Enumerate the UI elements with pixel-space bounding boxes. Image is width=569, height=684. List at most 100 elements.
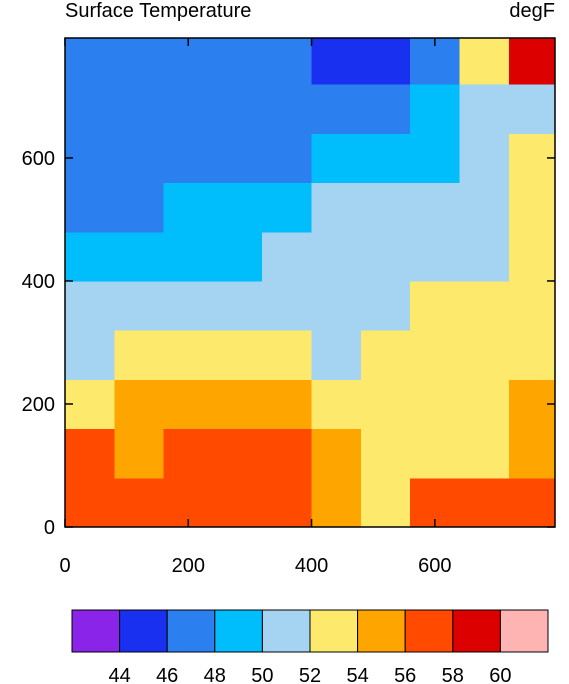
contour-cell — [360, 379, 411, 430]
colorbar-box — [119, 609, 168, 653]
contour-cell — [360, 330, 411, 380]
colorbar-box — [357, 609, 406, 653]
contour-cell — [212, 477, 263, 528]
contour-cell — [114, 84, 165, 134]
contour-cell — [508, 182, 556, 233]
contour-cell — [212, 84, 263, 134]
contour-cell — [459, 477, 510, 528]
x-tick-label: 200 — [172, 555, 205, 577]
y-tick-label: 400 — [22, 271, 55, 293]
contour-cell — [212, 379, 263, 430]
contour-cell — [508, 280, 556, 331]
contour-cell — [114, 477, 165, 528]
colorbar-label: 46 — [156, 665, 178, 684]
contour-cell — [114, 379, 165, 430]
contour-cell — [163, 379, 214, 430]
contour-cell — [410, 231, 460, 282]
colorbar-box — [499, 609, 549, 653]
chart-title: Surface Temperature — [65, 0, 251, 22]
colorbar-box — [309, 609, 359, 653]
contour-cell — [459, 330, 510, 380]
contour-cell — [65, 182, 115, 233]
contour-cell — [360, 133, 411, 184]
y-tick-label: 0 — [44, 517, 55, 539]
contour-cell — [459, 38, 510, 85]
contour-cell — [114, 231, 165, 282]
contour-cell — [262, 379, 313, 430]
colorbar-box — [404, 609, 454, 653]
contour-cell — [311, 280, 362, 331]
contour-cell — [360, 38, 411, 85]
contour-cell — [360, 477, 411, 528]
contour-cell — [508, 330, 556, 380]
contour-cell — [65, 428, 115, 479]
colorbar-box — [71, 609, 121, 653]
contour-cell — [311, 428, 362, 479]
contour-cell — [508, 84, 556, 134]
contour-cell — [114, 330, 165, 380]
x-tick-label: 0 — [59, 555, 70, 577]
contour-cell — [65, 477, 115, 528]
contour-cell — [212, 133, 263, 184]
contour-cell — [410, 379, 460, 430]
contour-cell — [212, 280, 263, 331]
contour-cell — [360, 428, 411, 479]
colorbar-label: 54 — [346, 665, 368, 684]
contour-cell — [114, 182, 165, 233]
colorbar-box — [261, 609, 311, 653]
contour-cell — [360, 231, 411, 282]
contour-cell — [360, 182, 411, 233]
contour-cell — [311, 84, 362, 134]
contour-cell — [163, 280, 214, 331]
contour-cell — [311, 330, 362, 380]
contour-cell — [459, 280, 510, 331]
x-tick-label: 600 — [418, 555, 451, 577]
contour-cell — [410, 84, 460, 134]
contour-cell — [311, 231, 362, 282]
y-tick-label: 600 — [22, 148, 55, 170]
contour-cell — [410, 428, 460, 479]
contour-cell — [163, 182, 214, 233]
colorbar-label: 60 — [489, 665, 511, 684]
contour-cell — [212, 182, 263, 233]
contour-cell — [163, 133, 214, 184]
contour-cell — [459, 379, 510, 430]
contour-cell — [410, 133, 460, 184]
contour-cell — [212, 330, 263, 380]
contour-cell — [508, 38, 556, 85]
contour-cell — [508, 428, 556, 479]
contour-cell — [459, 182, 510, 233]
contour-cell — [311, 379, 362, 430]
contour-cell — [311, 133, 362, 184]
contour-cell — [65, 133, 115, 184]
colorbar-label: 44 — [108, 665, 130, 684]
plot-frame — [64, 37, 556, 528]
contour-cell — [212, 231, 263, 282]
contour-cell — [508, 477, 556, 528]
contour-cell — [163, 428, 214, 479]
contour-cell — [360, 280, 411, 331]
contour-cell — [212, 428, 263, 479]
x-tick-label: 400 — [295, 555, 328, 577]
colorbar-label: 52 — [299, 665, 321, 684]
contour-cell — [410, 280, 460, 331]
contour-cell — [114, 280, 165, 331]
contour-cell — [508, 231, 556, 282]
contour-cell — [459, 133, 510, 184]
contour-cell — [65, 84, 115, 134]
contour-cell — [311, 38, 362, 85]
units-label: degF — [509, 0, 555, 22]
colorbar-label: 50 — [251, 665, 273, 684]
contour-cell — [311, 182, 362, 233]
contour-cell — [65, 330, 115, 380]
contour-cell — [262, 428, 313, 479]
contour-cell — [360, 84, 411, 134]
y-tick-label: 200 — [22, 394, 55, 416]
contour-cell — [262, 38, 313, 85]
colorbar-label: 58 — [442, 665, 464, 684]
contour-cell — [212, 38, 263, 85]
contour-cell — [262, 231, 313, 282]
contour-cell — [114, 38, 165, 85]
contour-cell — [163, 84, 214, 134]
